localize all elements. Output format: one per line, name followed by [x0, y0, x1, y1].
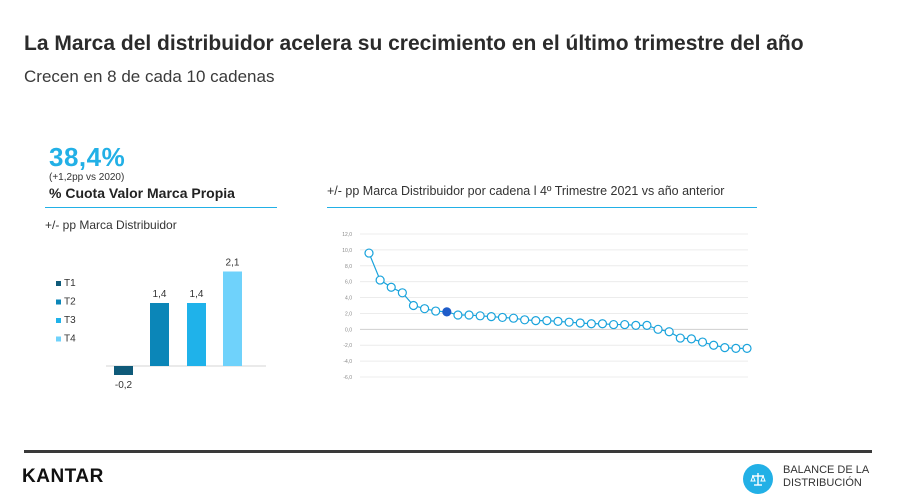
bar-value-label: 2,1	[226, 258, 240, 269]
bar-value-label: 1,4	[153, 289, 167, 300]
highlighted-point	[442, 307, 452, 317]
data-point	[675, 333, 685, 343]
bar	[223, 271, 242, 366]
data-point	[408, 300, 419, 311]
data-point	[653, 324, 663, 334]
data-point	[720, 343, 730, 353]
data-point	[431, 306, 441, 316]
y-tick-label: 2,0	[345, 311, 352, 317]
page-subtitle: Crecen en 8 de cada 10 cadenas	[24, 67, 275, 86]
data-point	[497, 312, 508, 323]
legend-swatch	[56, 281, 61, 286]
data-point	[375, 275, 385, 285]
data-point	[419, 304, 430, 314]
legend-label: T1	[64, 278, 76, 289]
data-point	[397, 288, 407, 298]
bar	[187, 303, 206, 366]
y-tick-label: -4,0	[343, 359, 352, 365]
data-point	[742, 343, 752, 354]
kantar-logo: KANTAR	[22, 466, 104, 487]
data-point	[364, 248, 374, 258]
data-point	[709, 340, 719, 350]
line-chart-divider	[327, 207, 757, 208]
data-point	[486, 312, 496, 322]
line-chart: 12,0 10,0 8,0 6,0 4,0 2,0 0,0 -2,0 -4,0 -6,0	[342, 232, 752, 381]
line-chart-title: +/- pp Marca Distribuidor por cadena l 4…	[327, 184, 725, 198]
y-tick-label: 6,0	[345, 280, 352, 286]
legend-label: T2	[64, 297, 76, 308]
bar-chart-ylabel: +/- pp Marca Distribuidor	[45, 218, 177, 232]
y-tick-label: 12,0	[342, 232, 352, 238]
legend-swatch	[56, 318, 61, 323]
data-point	[464, 310, 474, 320]
kpi-label: % Cuota Valor Marca Propia	[49, 185, 235, 201]
kpi-divider	[45, 207, 277, 208]
kpi-value: 38,4%	[49, 142, 126, 172]
legend-swatch	[56, 336, 61, 342]
data-point	[586, 319, 596, 329]
legend-label: T3	[64, 315, 76, 326]
data-point	[608, 319, 619, 330]
data-point	[631, 320, 641, 330]
balance-badge-text: BALANCE DE LA DISTRIBUCIÓN	[783, 464, 869, 489]
series-line	[368, 252, 747, 350]
bar	[114, 366, 133, 375]
data-point	[553, 316, 563, 326]
y-tick-label: 10,0	[342, 248, 352, 254]
legend-label: T4	[64, 334, 76, 345]
data-point	[475, 311, 485, 321]
data-point	[453, 310, 463, 320]
data-point	[575, 318, 585, 328]
y-tick-label: -6,0	[343, 375, 352, 381]
data-point	[642, 320, 652, 330]
data-point	[664, 327, 674, 337]
data-point	[731, 343, 741, 354]
kpi-note: (+1,2pp vs 2020)	[49, 172, 125, 183]
page-title: La Marca del distribuidor acelera su cre…	[24, 32, 804, 55]
data-point	[597, 319, 608, 329]
data-point	[542, 315, 552, 326]
bar-value-label: -0,2	[115, 380, 133, 391]
legend-swatch	[56, 299, 61, 305]
y-tick-label: -2,0	[343, 343, 352, 349]
bar-chart: T1 T2 T3 T4 -0,2 1,4 1,4 2,1	[56, 258, 266, 391]
data-point	[697, 337, 708, 347]
y-tick-label: 8,0	[345, 264, 352, 270]
y-tick-label: 4,0	[345, 296, 352, 302]
data-point	[686, 334, 697, 344]
data-point	[386, 282, 396, 292]
bar	[150, 303, 169, 366]
bar-value-label: 1,4	[190, 289, 204, 300]
data-point	[564, 317, 574, 327]
data-point	[508, 313, 519, 323]
data-point	[520, 315, 530, 325]
data-point	[620, 319, 630, 330]
data-point	[531, 315, 541, 326]
y-tick-label: 0,0	[345, 327, 352, 333]
scale-icon	[743, 464, 773, 494]
footer-divider	[24, 450, 872, 453]
